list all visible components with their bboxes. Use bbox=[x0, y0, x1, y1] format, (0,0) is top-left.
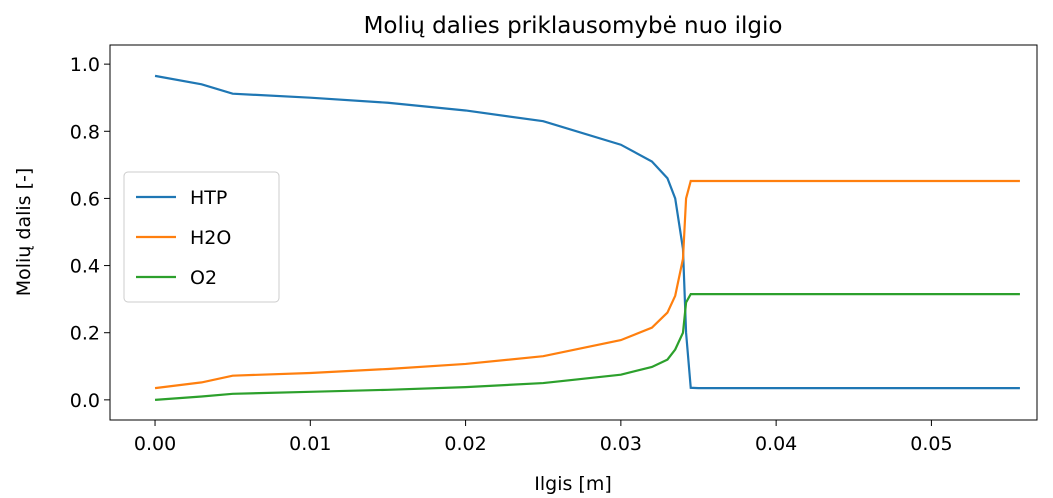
y-tick-label: 0.0 bbox=[70, 390, 100, 412]
legend-label: H2O bbox=[190, 227, 231, 249]
series-line bbox=[154, 179, 1020, 390]
y-tick-label: 0.2 bbox=[70, 323, 100, 345]
plot-frame bbox=[109, 44, 1038, 421]
x-tick-label: 0.00 bbox=[134, 433, 176, 455]
y-tick-label: 0.6 bbox=[70, 188, 100, 210]
legend-label: HTP bbox=[190, 187, 227, 209]
chart-title: Molių dalies priklausomybė nuo ilgio bbox=[364, 13, 783, 39]
x-axis-label: Ilgis [m] bbox=[534, 473, 612, 495]
x-tick-label: 0.03 bbox=[600, 433, 642, 455]
series-line bbox=[154, 74, 1020, 390]
x-tick-label: 0.01 bbox=[289, 433, 331, 455]
series-line bbox=[154, 293, 1020, 401]
x-tick-label: 0.05 bbox=[910, 433, 952, 455]
y-tick-label: 0.4 bbox=[70, 256, 100, 278]
y-tick-label: 1.0 bbox=[70, 54, 100, 76]
y-tick-label: 0.8 bbox=[70, 121, 100, 143]
legend-label: O2 bbox=[190, 267, 217, 289]
legend-box bbox=[123, 171, 280, 303]
x-tick-label: 0.04 bbox=[755, 433, 797, 455]
x-tick-label: 0.02 bbox=[444, 433, 486, 455]
y-axis-label: Molių dalis [-] bbox=[13, 168, 35, 297]
